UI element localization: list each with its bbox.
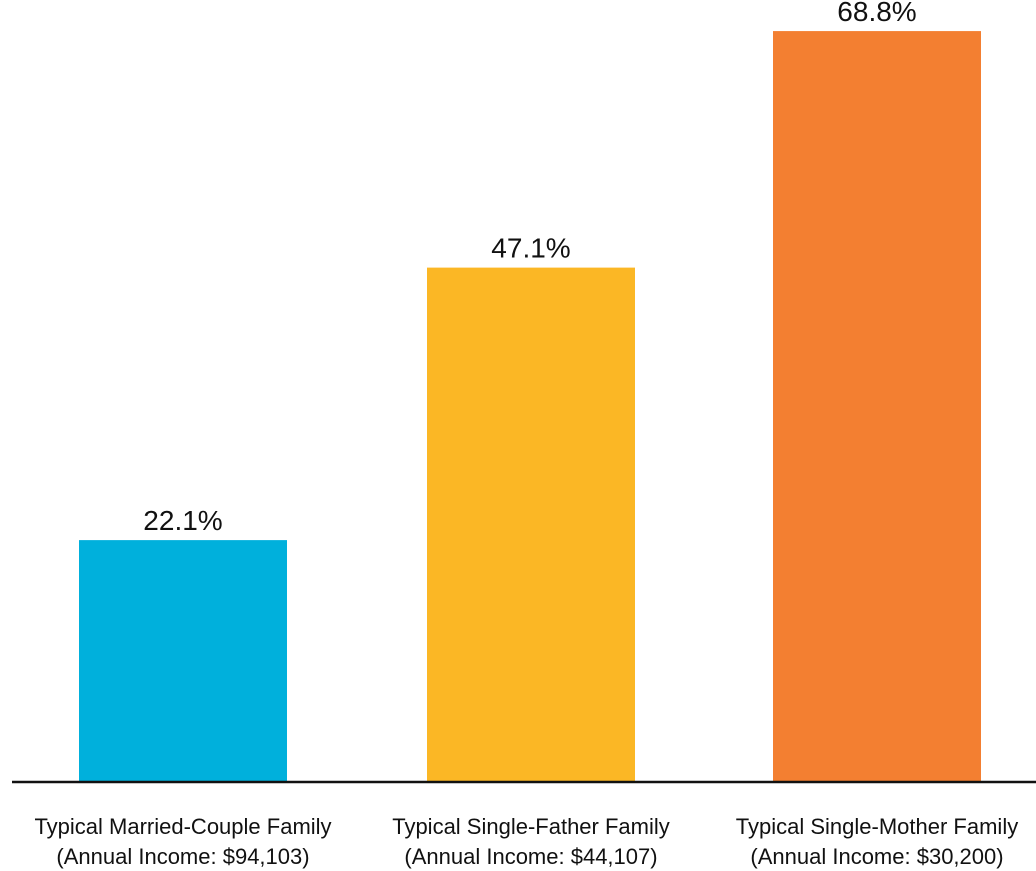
- category-label-1-line-2: (Annual Income: $94,103): [56, 844, 309, 869]
- bar-2: [427, 267, 635, 781]
- bar-1: [79, 540, 287, 781]
- category-labels-group: Typical Married-Couple Family (Annual Inc…: [34, 814, 1018, 869]
- bar-3: [773, 31, 981, 781]
- category-label-1-line-1: Typical Married-Couple Family: [34, 814, 331, 839]
- bars-group: [79, 31, 981, 781]
- category-label-2-line-1: Typical Single-Father Family: [392, 814, 670, 839]
- bar-value-label-3: 68.8%: [837, 0, 916, 27]
- category-label-2-line-2: (Annual Income: $44,107): [404, 844, 657, 869]
- value-labels-group: 22.1% 47.1% 68.8%: [143, 0, 916, 536]
- bar-value-label-1: 22.1%: [143, 505, 222, 536]
- category-label-3-line-1: Typical Single-Mother Family: [736, 814, 1018, 839]
- bar-value-label-2: 47.1%: [491, 233, 570, 264]
- category-label-3-line-2: (Annual Income: $30,200): [750, 844, 1003, 869]
